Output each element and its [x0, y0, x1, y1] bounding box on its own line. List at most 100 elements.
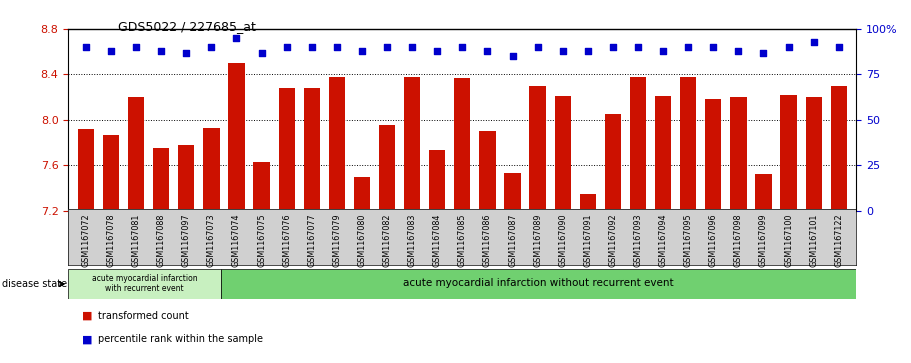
Text: percentile rank within the sample: percentile rank within the sample: [98, 334, 263, 344]
Text: GSM1167099: GSM1167099: [759, 213, 768, 267]
Bar: [353, 176, 370, 211]
Bar: [455, 78, 470, 211]
Point: [681, 44, 695, 50]
Bar: [279, 88, 295, 211]
Text: GSM1167075: GSM1167075: [257, 213, 266, 267]
Point: [556, 48, 570, 54]
Bar: [253, 162, 270, 211]
Text: GSM1167081: GSM1167081: [131, 213, 140, 266]
Point: [506, 53, 520, 59]
Point: [404, 44, 419, 50]
Text: GSM1167101: GSM1167101: [809, 213, 818, 266]
Text: GSM1167090: GSM1167090: [558, 213, 568, 267]
Text: GSM1167085: GSM1167085: [458, 213, 466, 267]
Text: GSM1167092: GSM1167092: [609, 213, 618, 267]
Point: [832, 44, 846, 50]
Bar: [630, 77, 646, 211]
Text: GSM1167096: GSM1167096: [709, 213, 718, 267]
Bar: [505, 173, 521, 211]
Text: GSM1167088: GSM1167088: [157, 213, 166, 266]
Text: GSM1167089: GSM1167089: [533, 213, 542, 267]
Bar: [77, 129, 94, 211]
Bar: [404, 77, 420, 211]
Text: transformed count: transformed count: [98, 311, 189, 321]
Bar: [705, 99, 722, 211]
Point: [254, 50, 269, 56]
Text: GSM1167083: GSM1167083: [407, 213, 416, 266]
Text: GSM1167072: GSM1167072: [81, 213, 90, 267]
Text: GSM1167082: GSM1167082: [383, 213, 392, 267]
Bar: [655, 96, 671, 211]
Text: GSM1167077: GSM1167077: [307, 213, 316, 267]
Bar: [479, 131, 496, 211]
Text: GSM1167122: GSM1167122: [834, 213, 844, 267]
Bar: [220, 269, 856, 299]
Text: GSM1167087: GSM1167087: [508, 213, 517, 267]
Bar: [680, 77, 696, 211]
Point: [380, 44, 394, 50]
Bar: [68, 269, 220, 299]
Text: GSM1167084: GSM1167084: [433, 213, 442, 266]
Text: GSM1167086: GSM1167086: [483, 213, 492, 266]
Bar: [229, 63, 245, 211]
Text: GSM1167094: GSM1167094: [659, 213, 668, 267]
Point: [104, 48, 118, 54]
Bar: [203, 128, 220, 211]
Text: GSM1167078: GSM1167078: [107, 213, 116, 267]
Text: disease state: disease state: [2, 279, 67, 289]
Text: ■: ■: [82, 311, 93, 321]
Bar: [103, 135, 119, 211]
Point: [154, 48, 169, 54]
Bar: [731, 97, 746, 211]
Text: GDS5022 / 227685_at: GDS5022 / 227685_at: [118, 20, 256, 33]
Point: [354, 48, 369, 54]
Text: GSM1167091: GSM1167091: [583, 213, 592, 267]
Bar: [805, 97, 822, 211]
Bar: [179, 145, 194, 211]
Text: GSM1167098: GSM1167098: [734, 213, 742, 267]
Point: [706, 44, 721, 50]
Text: GSM1167074: GSM1167074: [232, 213, 241, 267]
Text: GSM1167073: GSM1167073: [207, 213, 216, 267]
Bar: [755, 174, 772, 211]
Point: [782, 44, 796, 50]
Bar: [781, 95, 797, 211]
Point: [230, 35, 244, 41]
Text: acute myocardial infarction
with recurrent event: acute myocardial infarction with recurre…: [92, 274, 198, 293]
Point: [606, 44, 620, 50]
Text: GSM1167095: GSM1167095: [683, 213, 692, 267]
Text: GSM1167076: GSM1167076: [282, 213, 292, 267]
Text: GSM1167097: GSM1167097: [182, 213, 190, 267]
Point: [580, 48, 595, 54]
Point: [280, 44, 294, 50]
Point: [304, 44, 319, 50]
Bar: [379, 126, 395, 211]
Bar: [329, 77, 345, 211]
Point: [756, 50, 771, 56]
Text: acute myocardial infarction without recurrent event: acute myocardial infarction without recu…: [404, 278, 674, 289]
Bar: [153, 148, 169, 211]
Point: [455, 44, 470, 50]
Point: [630, 44, 645, 50]
Text: GSM1167079: GSM1167079: [333, 213, 342, 267]
Point: [656, 48, 670, 54]
Text: GSM1167100: GSM1167100: [784, 213, 793, 266]
Bar: [605, 114, 621, 211]
Point: [530, 44, 545, 50]
Bar: [831, 86, 847, 211]
Bar: [429, 150, 445, 211]
Point: [806, 39, 821, 45]
Bar: [303, 88, 320, 211]
Bar: [579, 193, 596, 211]
Point: [78, 44, 93, 50]
Point: [330, 44, 344, 50]
Bar: [529, 86, 546, 211]
Point: [128, 44, 143, 50]
Point: [732, 48, 746, 54]
Point: [480, 48, 495, 54]
Bar: [555, 96, 571, 211]
Bar: [128, 97, 144, 211]
Text: GSM1167080: GSM1167080: [357, 213, 366, 266]
Text: ■: ■: [82, 334, 93, 344]
Point: [204, 44, 219, 50]
